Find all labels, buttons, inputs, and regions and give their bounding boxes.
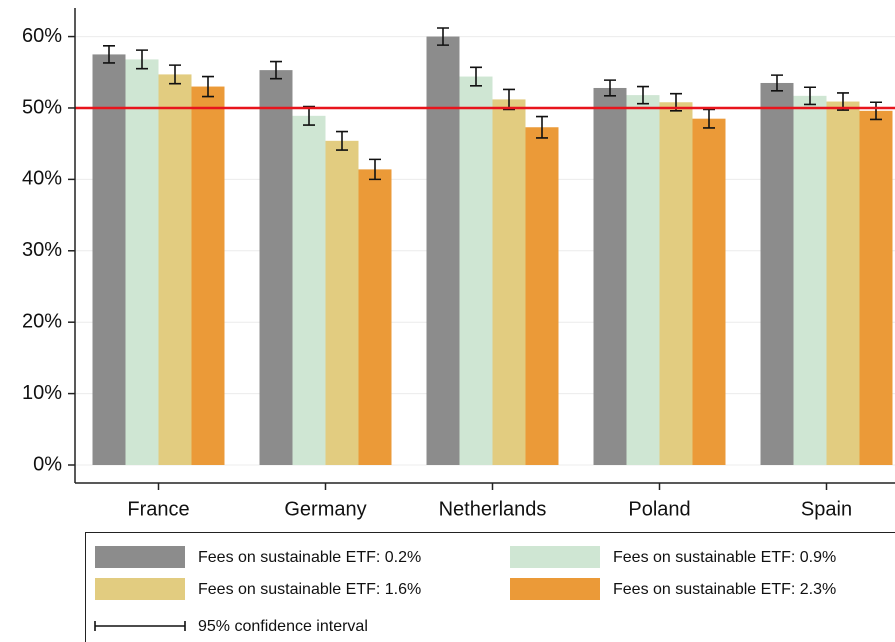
bar xyxy=(92,54,126,465)
error-bar xyxy=(270,60,282,80)
error-bar xyxy=(202,75,214,98)
x-tick-label: Netherlands xyxy=(439,498,547,520)
error-bar xyxy=(503,88,515,111)
error-bar xyxy=(136,49,148,70)
legend-swatch xyxy=(510,546,600,568)
y-tick-label: 20% xyxy=(22,310,62,332)
x-tick-label: Poland xyxy=(628,498,690,520)
error-bar xyxy=(870,101,882,121)
y-tick-label: 40% xyxy=(22,168,62,190)
bar xyxy=(793,95,827,466)
error-bar xyxy=(703,108,715,129)
bar xyxy=(426,36,460,465)
bar xyxy=(158,74,192,466)
error-bar xyxy=(536,115,548,139)
legend-swatch xyxy=(95,546,185,568)
bar xyxy=(859,110,893,465)
error-bar xyxy=(169,64,181,85)
error-bar xyxy=(637,85,649,105)
legend-label: Fees on sustainable ETF: 1.6% xyxy=(198,581,421,598)
bar xyxy=(459,76,493,466)
legend-label: Fees on sustainable ETF: 2.3% xyxy=(613,581,836,598)
error-bar xyxy=(303,105,315,126)
legend-error-bar xyxy=(94,621,186,631)
y-tick-label: 50% xyxy=(22,96,62,118)
error-bar xyxy=(771,74,783,92)
x-tick-label: Spain xyxy=(801,498,852,520)
bar xyxy=(325,140,359,466)
error-bar xyxy=(604,79,616,97)
legend-label: 95% confidence interval xyxy=(198,618,368,635)
legend-label: Fees on sustainable ETF: 0.9% xyxy=(613,549,836,566)
bar xyxy=(626,95,660,465)
bar xyxy=(358,169,392,466)
y-tick-label: 60% xyxy=(22,25,62,47)
error-bar xyxy=(470,66,482,87)
bar xyxy=(492,99,526,466)
x-tick-label: France xyxy=(127,498,189,520)
error-bar xyxy=(103,45,115,64)
error-bar xyxy=(804,86,816,106)
y-tick-label: 0% xyxy=(33,453,62,475)
bar xyxy=(760,82,794,465)
error-bar xyxy=(437,27,449,46)
bar xyxy=(826,101,860,466)
error-bar xyxy=(336,130,348,151)
error-bar xyxy=(369,158,381,181)
bar xyxy=(659,102,693,465)
bar xyxy=(125,59,159,465)
y-tick-label: 10% xyxy=(22,382,62,404)
y-tick-label: 30% xyxy=(22,239,62,261)
bar xyxy=(593,87,627,465)
bar xyxy=(191,86,225,465)
legend-swatch xyxy=(95,578,185,600)
x-tick-label: Germany xyxy=(284,498,366,520)
legend-box xyxy=(85,532,895,642)
bar xyxy=(292,115,326,466)
bar xyxy=(259,70,293,465)
bar xyxy=(525,127,559,465)
legend-swatch xyxy=(510,578,600,600)
bar xyxy=(692,118,726,465)
legend-label: Fees on sustainable ETF: 0.2% xyxy=(198,549,421,566)
